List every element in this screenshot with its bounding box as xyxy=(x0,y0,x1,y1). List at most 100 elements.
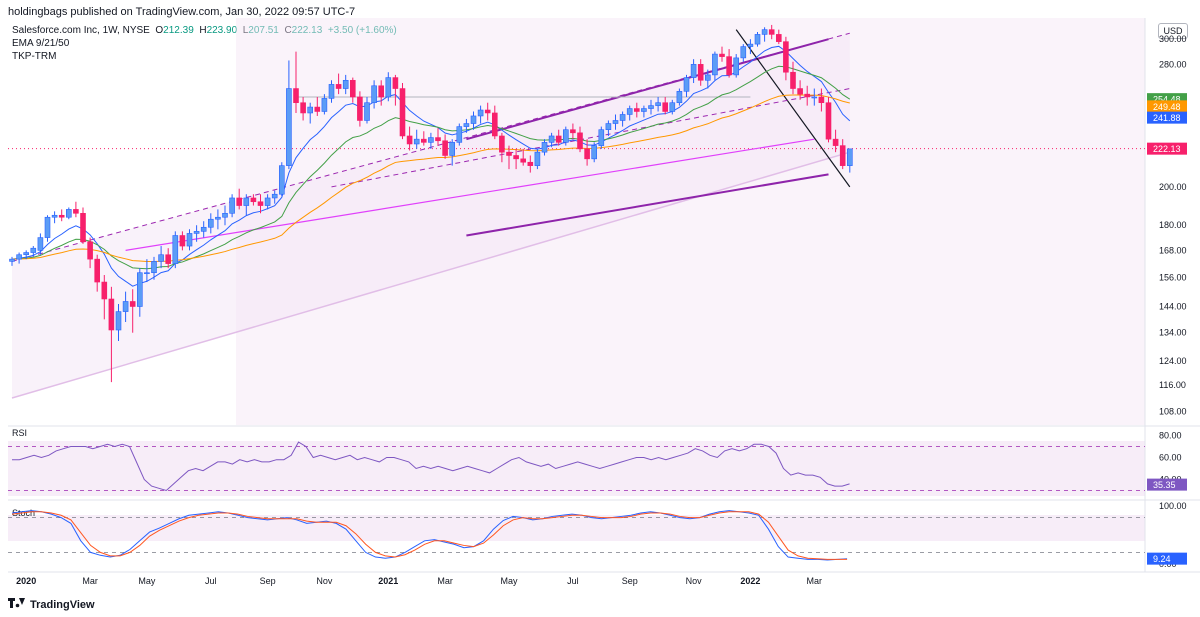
candle-body xyxy=(619,114,626,121)
candle-body xyxy=(278,165,285,195)
time-tick-label: May xyxy=(500,576,518,586)
rsi-band-background xyxy=(8,441,1145,496)
price-tick-label: 280.00 xyxy=(1159,59,1187,69)
candle-body xyxy=(548,135,555,143)
candle-body xyxy=(129,301,136,307)
candle-body xyxy=(321,98,328,112)
candle-body xyxy=(229,197,235,214)
candle-body xyxy=(712,53,718,76)
candle-body xyxy=(428,137,434,143)
legend-trm[interactable]: TKP-TRM xyxy=(12,51,57,62)
legend-high-value: 223.90 xyxy=(206,25,238,36)
legend-open-value: 212.39 xyxy=(163,25,194,36)
candle-body xyxy=(208,218,214,228)
candle-body xyxy=(413,138,420,145)
time-tick-label: Sep xyxy=(622,576,638,586)
candle-body xyxy=(676,91,683,104)
candle-body xyxy=(449,142,456,156)
candle-body xyxy=(236,197,242,206)
candle-body xyxy=(286,88,292,166)
price-tag-bg xyxy=(1147,111,1187,124)
candle-body xyxy=(513,155,519,160)
candle-body xyxy=(293,88,299,104)
trendline-2 xyxy=(466,38,829,141)
candle-body xyxy=(534,151,541,166)
candle-body xyxy=(349,79,356,98)
trendline-4 xyxy=(125,138,815,251)
tradingview-logo-text: TradingView xyxy=(30,598,95,611)
candle-body xyxy=(704,74,711,81)
time-tick-label: May xyxy=(138,576,156,586)
candle-body xyxy=(215,216,221,220)
candle-body xyxy=(73,209,79,214)
legend-symbol: Salesforce.com Inc, 1W, NYSE xyxy=(12,25,150,36)
candle-body xyxy=(300,102,306,114)
candle-body xyxy=(818,96,825,104)
legend-change-value: +3.50 (+1.60%) xyxy=(327,25,397,36)
candle-body xyxy=(80,212,86,243)
candle-body xyxy=(591,145,598,160)
candle-body xyxy=(719,53,725,57)
rsi-tick-label: 80.00 xyxy=(1159,431,1182,441)
rsi-value-tag-bg xyxy=(1147,478,1187,491)
price-tag-label: 241.88 xyxy=(1153,113,1181,123)
candle-body xyxy=(271,193,278,199)
candle-body xyxy=(37,237,44,251)
currency-button[interactable]: USD xyxy=(1158,23,1188,39)
candle-body xyxy=(484,109,491,114)
candle-body xyxy=(626,108,633,115)
price-tick-label: 300.00 xyxy=(1159,34,1187,44)
legend: Salesforce.com Inc, 1W, NYSE O212.39 H22… xyxy=(12,24,397,63)
candle-body xyxy=(378,85,385,98)
candle-body xyxy=(406,135,413,145)
candle-body xyxy=(839,145,846,166)
candle-body xyxy=(832,138,839,146)
candle-body xyxy=(314,106,321,112)
legend-low-label: L xyxy=(242,25,249,36)
time-tick-label: 2022 xyxy=(740,576,760,586)
candle-body xyxy=(768,29,775,35)
candle-body xyxy=(669,102,676,112)
candle-body xyxy=(342,79,349,89)
candle-body xyxy=(264,197,271,206)
candle-body xyxy=(122,301,129,312)
rsi-value-tag: 35.35 xyxy=(1153,480,1176,490)
candle-body xyxy=(825,102,832,140)
candle-body xyxy=(499,135,505,153)
candle-body xyxy=(179,235,186,247)
candle-body xyxy=(584,148,590,160)
candle-body xyxy=(399,88,406,137)
candle-body xyxy=(577,132,583,150)
rsi-line xyxy=(12,441,850,492)
legend-high-label: H xyxy=(199,25,207,36)
candle-body xyxy=(506,151,512,156)
candle-body xyxy=(662,102,669,112)
price-tick-label: 124.00 xyxy=(1159,356,1187,366)
legend-low-value: 207.51 xyxy=(248,25,279,36)
candle-body xyxy=(392,77,399,89)
tradingview-logo[interactable]: TradingView xyxy=(8,598,95,611)
candle-body xyxy=(158,254,164,262)
candle-body xyxy=(655,102,661,106)
candle-body xyxy=(690,64,697,78)
legend-ohlc-row: Salesforce.com Inc, 1W, NYSE O212.39 H22… xyxy=(12,24,397,37)
time-tick-label: 2021 xyxy=(378,576,398,586)
candle-body xyxy=(16,254,22,260)
candle-body xyxy=(605,123,612,130)
candle-body xyxy=(541,142,548,153)
price-tag-label: 249.48 xyxy=(1153,102,1181,112)
legend-ema[interactable]: EMA 9/21/50 xyxy=(12,38,70,49)
candle-body xyxy=(144,272,150,275)
candle-body xyxy=(804,93,811,98)
time-tick-label: Nov xyxy=(316,576,333,586)
stoch-tick-label: 100.00 xyxy=(1159,501,1187,511)
candle-body xyxy=(58,214,65,218)
rsi-label: RSI xyxy=(12,428,27,438)
candle-body xyxy=(420,138,427,143)
candle-body xyxy=(562,129,569,143)
price-tick-label: 116.00 xyxy=(1159,380,1186,390)
candle-body xyxy=(364,102,370,121)
price-tick-label: 200.00 xyxy=(1159,182,1187,192)
